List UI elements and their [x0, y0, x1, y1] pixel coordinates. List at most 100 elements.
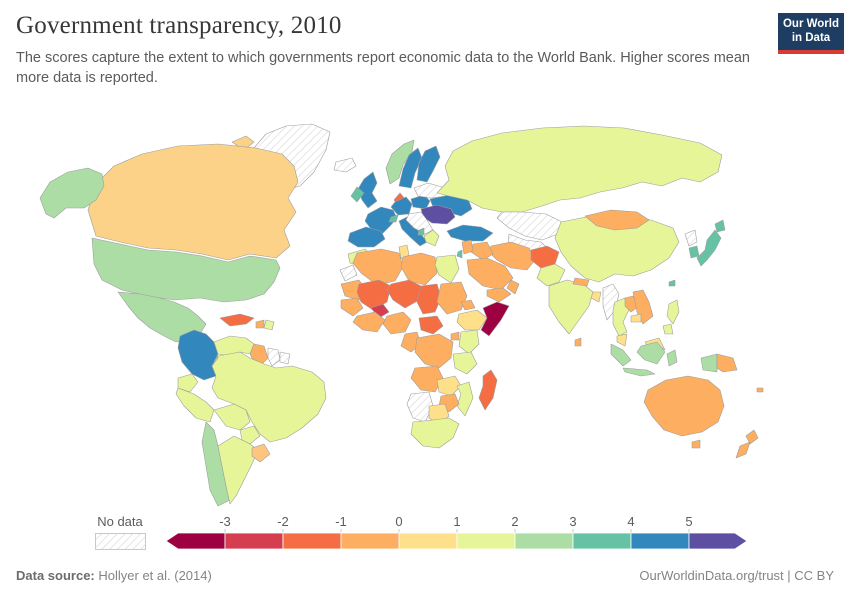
country-pakistan[interactable] [536, 263, 566, 287]
country-argentina[interactable] [217, 435, 259, 505]
legend-swatch-3-4[interactable] [572, 532, 632, 550]
data-source-label: Data source: [16, 568, 95, 583]
chart-subtitle: The scores capture the extent to which g… [16, 50, 750, 86]
legend-swatch-1-2[interactable] [456, 532, 516, 550]
country-south-korea[interactable] [688, 245, 700, 259]
country-france[interactable] [364, 206, 398, 235]
country-senegal-guinea[interactable] [340, 297, 364, 317]
legend-swatch-4-5[interactable] [630, 532, 690, 550]
country-indonesia[interactable] [610, 341, 718, 377]
legend-swatch-0-1[interactable] [398, 532, 458, 550]
country-new-zealand[interactable] [735, 429, 759, 459]
country-chad[interactable] [416, 283, 442, 315]
country-cambodia[interactable] [630, 313, 642, 323]
country-peru[interactable] [175, 387, 215, 423]
country-switzerland[interactable] [388, 214, 399, 223]
country-cuba[interactable] [219, 313, 255, 327]
country-cote-divoire-ghana[interactable] [352, 311, 386, 333]
country-turkey[interactable] [446, 224, 494, 242]
country-nigeria[interactable] [382, 311, 412, 335]
country-russia[interactable] [436, 125, 723, 213]
country-angola[interactable] [410, 365, 444, 393]
country-vietnam[interactable] [632, 289, 654, 325]
country-colombia[interactable] [177, 329, 219, 381]
country-suriname-no-data[interactable] [267, 347, 281, 367]
country-niger[interactable] [386, 279, 422, 309]
country-papua-new-guinea[interactable] [716, 353, 738, 373]
country-bangladesh[interactable] [590, 291, 602, 303]
legend-swatch-2-3[interactable] [514, 532, 574, 550]
country-dominican-republic[interactable] [263, 319, 275, 331]
legend-no-data-swatch[interactable] [95, 533, 146, 550]
country-iceland-no-data[interactable] [333, 157, 357, 173]
country-north-korea-no-data[interactable] [684, 229, 698, 247]
country-taiwan[interactable] [668, 279, 676, 287]
country-australia[interactable] [643, 375, 725, 449]
country-ethiopia[interactable] [456, 309, 488, 331]
legend-tick-label: 0 [395, 514, 402, 529]
country-japan[interactable] [696, 219, 726, 267]
country-saudi-arabia[interactable] [466, 257, 514, 291]
legend-tick-label: -2 [277, 514, 289, 529]
country-mongolia[interactable] [584, 209, 650, 231]
country-finland[interactable] [416, 145, 441, 183]
country-madagascar[interactable] [478, 369, 498, 411]
country-paraguay[interactable] [239, 425, 261, 445]
country-iraq[interactable] [470, 241, 494, 261]
country-norway[interactable] [385, 139, 415, 185]
country-tunisia[interactable] [398, 244, 410, 260]
country-uganda[interactable] [450, 331, 460, 341]
country-mozambique[interactable] [456, 381, 474, 417]
country-canada[interactable] [87, 143, 299, 261]
country-somalia[interactable] [480, 301, 510, 337]
country-balkans-no-data[interactable] [405, 211, 434, 235]
country-philippines[interactable] [662, 299, 680, 335]
country-uruguay[interactable] [251, 443, 271, 463]
country-bolivia[interactable] [213, 403, 251, 431]
country-india[interactable] [548, 279, 594, 335]
license-link[interactable]: OurWorldinData.org/trust | CC BY [639, 568, 834, 583]
country-oman[interactable] [506, 279, 520, 295]
country-albania[interactable] [417, 227, 425, 236]
country-algeria[interactable] [352, 248, 404, 286]
country-sri-lanka[interactable] [574, 337, 582, 347]
country-united-kingdom[interactable] [357, 171, 378, 209]
country-mali[interactable] [356, 279, 392, 311]
country-egypt[interactable] [434, 254, 460, 284]
legend-tick-label: 2 [511, 514, 518, 529]
country-libya[interactable] [400, 252, 438, 286]
country-tanzania[interactable] [452, 351, 478, 375]
country-nepal[interactable] [572, 277, 590, 287]
country-dr-congo[interactable] [414, 333, 454, 369]
country-syria-jordan[interactable] [461, 239, 474, 255]
country-eritrea[interactable] [460, 299, 476, 311]
country-spain[interactable] [347, 226, 386, 248]
legend-swatch-lt-minus3[interactable] [165, 532, 226, 550]
owid-logo[interactable]: Our World in Data [778, 13, 844, 54]
country-kazakhstan-no-data[interactable] [496, 211, 563, 241]
country-sweden[interactable] [398, 147, 423, 189]
country-ecuador[interactable] [177, 373, 199, 393]
country-greece[interactable] [423, 229, 440, 247]
country-kenya[interactable] [458, 329, 480, 355]
country-sudan[interactable] [436, 281, 468, 315]
country-ireland[interactable] [350, 186, 365, 203]
country-western-sahara-no-data[interactable] [339, 264, 358, 282]
legend-swatch-minus3-minus2[interactable] [224, 532, 284, 550]
country-haiti[interactable] [255, 319, 265, 329]
country-south-africa[interactable] [410, 417, 460, 449]
legend-swatch-minus1-0[interactable] [340, 532, 400, 550]
owid-logo-line1: Our World [782, 18, 839, 31]
country-french-guiana-no-data[interactable] [279, 351, 291, 365]
country-usa[interactable] [91, 237, 281, 303]
country-brazil[interactable] [211, 351, 327, 443]
country-israel[interactable] [456, 249, 463, 259]
country-yemen[interactable] [486, 287, 512, 303]
legend-swatch-minus2-minus1[interactable] [282, 532, 342, 550]
legend-swatch-gt5[interactable] [688, 532, 748, 550]
country-central-african-republic[interactable] [418, 315, 444, 335]
country-zambia[interactable] [436, 375, 462, 397]
country-fiji[interactable] [756, 387, 764, 393]
country-laos[interactable] [624, 295, 640, 313]
country-alaska[interactable] [39, 167, 105, 219]
